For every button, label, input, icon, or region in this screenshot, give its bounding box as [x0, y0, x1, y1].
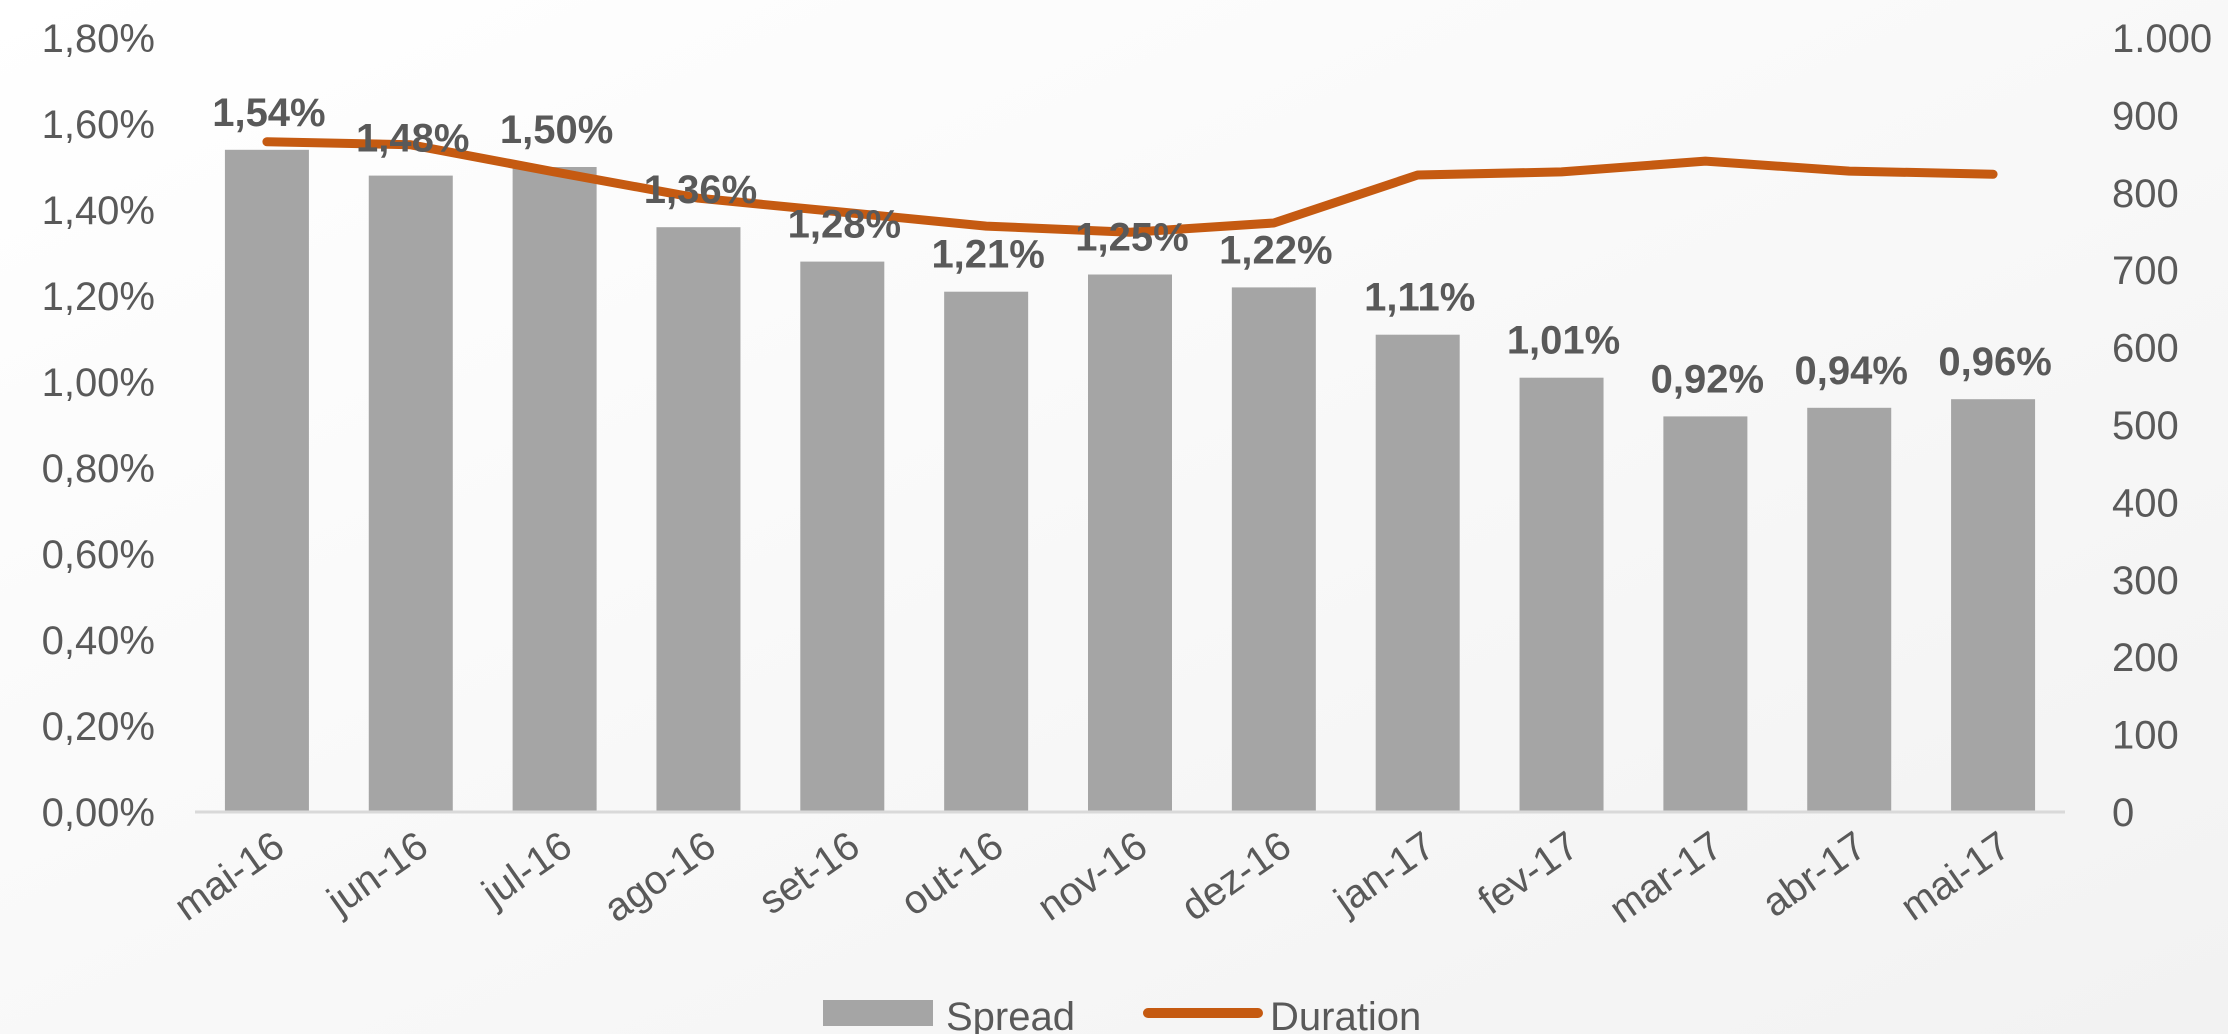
legend-swatch-spread	[823, 1000, 933, 1026]
spread-bar	[800, 261, 885, 813]
duration-line	[262, 137, 1998, 237]
spread-data-label: 1,36%	[644, 168, 757, 212]
right-tick-label: 100	[2112, 714, 2179, 758]
spread-bar	[1375, 334, 1460, 812]
spread-data-label: 1,01%	[1507, 319, 1620, 363]
spread-data-label: 1,11%	[1364, 276, 1475, 320]
spread-data-label: 0,94%	[1795, 349, 1908, 393]
right-tick-label: 900	[2112, 94, 2179, 138]
right-tick-label: 500	[2112, 404, 2179, 448]
spread-bar	[1951, 399, 2036, 812]
spread-bar	[1231, 287, 1316, 812]
left-tick-label: 0,60%	[42, 533, 155, 577]
left-tick-label: 1,80%	[42, 17, 155, 61]
left-tick-label: 1,20%	[42, 275, 155, 319]
right-tick-label: 1.000	[2112, 17, 2212, 61]
left-tick-label: 1,00%	[42, 361, 155, 405]
spread-bars	[224, 149, 2036, 813]
left-tick-label: 0,00%	[42, 791, 155, 835]
left-tick-label: 1,60%	[42, 103, 155, 147]
spread-data-label: 1,50%	[500, 108, 613, 152]
spread-data-label: 1,21%	[931, 233, 1044, 277]
spread-data-label: 1,48%	[356, 117, 469, 161]
legend: Spread Duration	[823, 995, 1421, 1034]
spread-data-labels: 1,54% 1,48% 1,50% 1,36% 1,28% 1,21% 1,25% 1,22%…	[212, 91, 2052, 402]
right-tick-label: 800	[2112, 172, 2179, 216]
right-tick-label: 400	[2112, 481, 2179, 525]
spread-bar	[944, 291, 1029, 812]
left-tick-label: 1,40%	[42, 189, 155, 233]
left-tick-label: 0,80%	[42, 447, 155, 491]
legend-label-duration: Duration	[1270, 995, 1421, 1034]
left-tick-label: 0,40%	[42, 619, 155, 663]
spread-bar	[368, 175, 453, 813]
spread-bar	[224, 149, 309, 813]
spread-bar	[1663, 416, 1748, 812]
right-tick-label: 300	[2112, 559, 2179, 603]
spread-bar	[1519, 377, 1604, 812]
right-tick-label: 600	[2112, 327, 2179, 371]
spread-data-label: 1,54%	[212, 91, 325, 135]
spread-bar	[512, 167, 597, 812]
left-tick-label: 0,20%	[42, 705, 155, 749]
spread-bar	[1807, 407, 1892, 812]
spread-data-label: 0,92%	[1651, 357, 1764, 401]
spread-data-label: 1,28%	[788, 203, 901, 247]
spread-data-label: 1,25%	[1075, 216, 1188, 260]
spread-bar	[656, 227, 741, 812]
spread-bar	[1088, 274, 1172, 812]
right-tick-label: 200	[2112, 636, 2179, 680]
spread-data-label: 0,96%	[1938, 340, 2051, 384]
right-tick-label: 700	[2112, 249, 2179, 293]
spread-data-label: 1,22%	[1219, 228, 1332, 272]
right-tick-label: 0	[2112, 791, 2134, 835]
right-axis: 0 100 200 300 400 500 600 700 800 900 1.000	[2112, 17, 2212, 835]
left-axis: 0,00% 0,20% 0,40% 0,60% 0,80% 1,00% 1,20% 1,40%…	[42, 17, 155, 835]
legend-label-spread: Spread	[946, 995, 1075, 1034]
